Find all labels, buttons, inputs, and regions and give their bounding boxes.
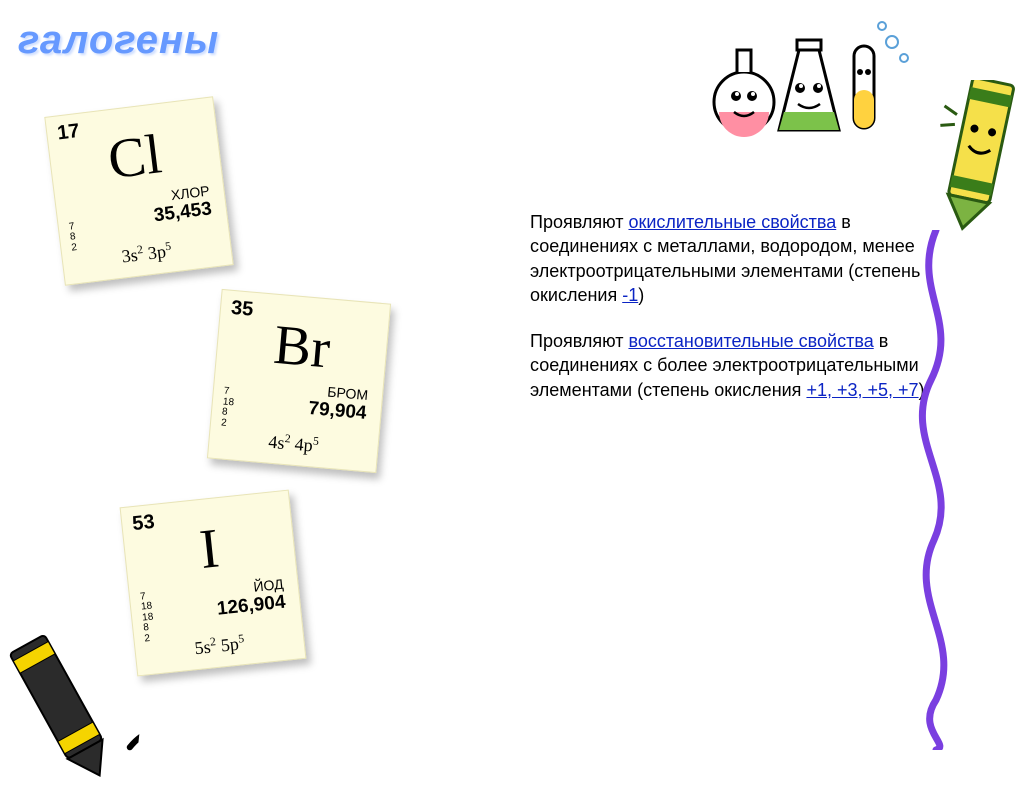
electron-config: 5s2 5p5 <box>135 626 304 665</box>
element-tile-br: 35 Br БРОМ 79,904 7 18 8 2 4s2 4p5 <box>207 289 391 473</box>
squiggle-line-icon <box>906 230 976 750</box>
page-title: галогены <box>18 18 219 63</box>
element-tile-cl: 17 Cl ХЛОР 35,453 7 8 2 3s2 3p5 <box>44 96 233 285</box>
electron-config: 4s2 4p5 <box>209 425 378 462</box>
element-symbol: Br <box>215 308 388 386</box>
link-reducing: восстановительные свойства <box>628 331 873 351</box>
paragraph-oxidizing: Проявляют окислительные свойства в соеди… <box>530 210 930 307</box>
oxidation-states-pos: +1, +3, +5, +7 <box>806 380 918 400</box>
link-oxidizing: окислительные свойства <box>628 212 836 232</box>
oxidation-state-neg1: -1 <box>622 285 638 305</box>
electron-config: 3s2 3p5 <box>62 232 231 274</box>
crayon-black-icon <box>0 613 151 797</box>
electron-shells: 7 18 8 2 <box>221 387 236 430</box>
lab-flasks-icon <box>704 12 934 152</box>
paragraph-reducing: Проявляют восстановительные свойства в с… <box>530 329 930 402</box>
description-block: Проявляют окислительные свойства в соеди… <box>530 210 930 424</box>
